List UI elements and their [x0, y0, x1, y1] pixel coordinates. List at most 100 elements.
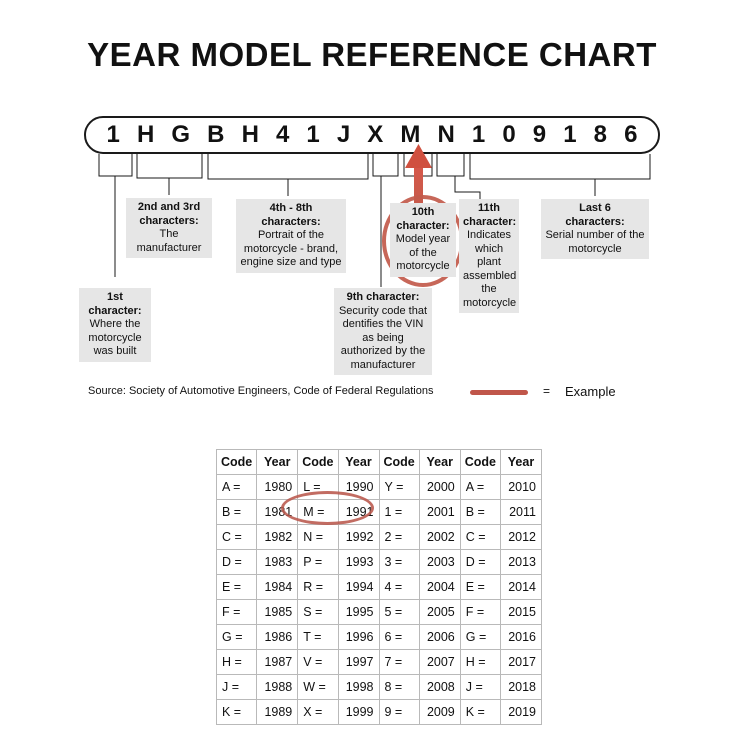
- callout-last-six-characters: Last 6 characters: Serial number of the …: [541, 199, 649, 259]
- header-code-1: Code: [215, 449, 258, 475]
- cell-code-4-0: E =: [215, 574, 258, 600]
- vin-characters: 1 H G B H 4 1 J X M N 1 0 9 1 8 6: [84, 116, 660, 154]
- header-year-1: Year: [256, 449, 299, 475]
- cell-code-8-6: J =: [459, 674, 502, 700]
- cell-code-2-0: C =: [215, 524, 258, 550]
- cell-code-4-4: 4 =: [378, 574, 420, 600]
- callout-ninth-body: Security code that dentifies the VIN as …: [338, 304, 428, 371]
- cell-code-8-2: W =: [297, 674, 339, 700]
- cell-code-1-0: B =: [215, 499, 258, 525]
- callout-tenth-body: Model year of the motorcycle: [395, 233, 451, 272]
- vin-char-12: 1: [471, 121, 486, 148]
- table-row: K = 1989 X = 1999 9 = 2009 K = 2019: [215, 699, 542, 725]
- vin-char-9: X: [367, 121, 384, 148]
- header-year-3: Year: [418, 449, 461, 475]
- cell-year-7-5: 2007: [418, 649, 461, 675]
- cell-code-9-6: K =: [459, 699, 502, 725]
- cell-year-6-1: 1986: [256, 624, 299, 650]
- cell-year-4-5: 2004: [418, 574, 461, 600]
- callout-ninth-line1: 9th character:: [346, 291, 420, 303]
- cell-code-0-4: Y =: [378, 474, 420, 500]
- cell-year-9-1: 1989: [256, 699, 299, 725]
- callout-eleventh-character: 11th character: Indicates which plant as…: [459, 199, 519, 313]
- source-note: Source: Society of Automotive Engineers,…: [88, 385, 434, 397]
- cell-code-2-6: C =: [459, 524, 502, 550]
- cell-code-6-0: G =: [215, 624, 258, 650]
- cell-year-3-3: 1993: [337, 549, 380, 575]
- year-code-table: Code Year Code Year Code Year Code Year …: [215, 449, 542, 725]
- callout-tenth-line1: 10th: [411, 206, 435, 218]
- vin-capsule: [84, 116, 660, 154]
- table-row: A = 1980 L = 1990 Y = 2000 A = 2010: [215, 474, 542, 500]
- callout-tenth-character: 10th character: Model year of the motorc…: [390, 203, 456, 277]
- callout-second-third-characters: 2nd and 3rd characters: The manufacturer: [126, 198, 212, 258]
- cell-code-2-2: N =: [297, 524, 339, 550]
- cell-year-7-3: 1997: [337, 649, 380, 675]
- cell-year-9-5: 2009: [418, 699, 461, 725]
- cell-code-9-4: 9 =: [378, 699, 420, 725]
- cell-year-7-1: 1987: [256, 649, 299, 675]
- cell-code-0-6: A =: [459, 474, 502, 500]
- vin-char-10: M: [400, 121, 421, 148]
- cell-year-9-7: 2019: [500, 699, 542, 725]
- header-year-4: Year: [500, 449, 542, 475]
- legend-equals-sign: =: [543, 384, 551, 398]
- callout-last-six-line2: characters:: [565, 215, 625, 228]
- vin-char-14: 9: [532, 121, 547, 148]
- vin-char-16: 8: [593, 121, 607, 148]
- callout-last-six-body: Serial number of the motorcycle: [545, 229, 645, 255]
- cell-code-2-4: 2 =: [378, 524, 420, 550]
- vin-char-7: 1: [306, 121, 320, 148]
- cell-code-3-4: 3 =: [378, 549, 420, 575]
- cell-code-6-4: 6 =: [378, 624, 420, 650]
- table-row: E = 1984 R = 1994 4 = 2004 E = 2014: [215, 574, 542, 600]
- cell-code-1-4: 1 =: [378, 499, 420, 525]
- header-year-2: Year: [337, 449, 380, 475]
- cell-code-5-0: F =: [215, 599, 258, 625]
- cell-year-8-3: 1998: [337, 674, 380, 700]
- cell-year-4-3: 1994: [337, 574, 380, 600]
- table-row: C = 1982 N = 1992 2 = 2002 C = 2012: [215, 524, 542, 550]
- cell-code-9-2: X =: [297, 699, 339, 725]
- callout-second-third-body: The manufacturer: [136, 228, 202, 254]
- table-highlight-circle-1991: [281, 491, 374, 525]
- header-code-3: Code: [378, 449, 420, 475]
- year-code-table-wrap: Code Year Code Year Code Year Code Year …: [215, 449, 542, 725]
- table-row: J = 1988 W = 1998 8 = 2008 J = 2018: [215, 674, 542, 700]
- callout-first-character: 1st character: Where the motorcycle was …: [79, 288, 151, 362]
- cell-code-3-2: P =: [297, 549, 339, 575]
- cell-code-6-2: T =: [297, 624, 339, 650]
- cell-year-6-5: 2006: [418, 624, 461, 650]
- cell-year-5-1: 1985: [256, 599, 299, 625]
- cell-year-3-1: 1983: [256, 549, 299, 575]
- callout-fourth-eighth-body: Portrait of the motorcycle - brand, engi…: [240, 229, 342, 268]
- legend-example-line-icon: [470, 390, 528, 395]
- cell-code-4-6: E =: [459, 574, 502, 600]
- vin-char-8: J: [336, 121, 351, 148]
- cell-code-8-0: J =: [215, 674, 258, 700]
- cell-year-8-5: 2008: [418, 674, 461, 700]
- cell-year-0-5: 2000: [418, 474, 461, 500]
- cell-code-5-4: 5 =: [378, 599, 420, 625]
- cell-year-3-5: 2003: [418, 549, 461, 575]
- cell-code-3-0: D =: [215, 549, 258, 575]
- table-row: H = 1987 V = 1997 7 = 2007 H = 2017: [215, 649, 542, 675]
- cell-code-3-6: D =: [459, 549, 502, 575]
- cell-code-7-4: 7 =: [378, 649, 420, 675]
- callout-first-character-line1: 1st: [107, 291, 123, 303]
- cell-code-8-4: 8 =: [378, 674, 420, 700]
- cell-year-1-5: 2001: [418, 499, 461, 525]
- callout-eleventh-body: Indicates which plant assembled the moto…: [463, 229, 517, 309]
- cell-year-2-1: 1982: [256, 524, 299, 550]
- table-row: G = 1986 T = 1996 6 = 2006 G = 2016: [215, 624, 542, 650]
- page-title: YEAR MODEL REFERENCE CHART: [87, 36, 657, 73]
- legend-example-label: Example: [565, 384, 616, 399]
- callout-fourth-eighth-line2: characters:: [261, 215, 321, 228]
- cell-year-6-7: 2016: [500, 624, 542, 650]
- cell-year-8-7: 2018: [500, 674, 542, 700]
- vin-char-6: 4: [275, 121, 290, 148]
- cell-year-3-7: 2013: [500, 549, 542, 575]
- callout-last-six-line1: Last 6: [579, 202, 611, 214]
- cell-code-0-0: A =: [215, 474, 258, 500]
- cell-code-5-2: S =: [297, 599, 339, 625]
